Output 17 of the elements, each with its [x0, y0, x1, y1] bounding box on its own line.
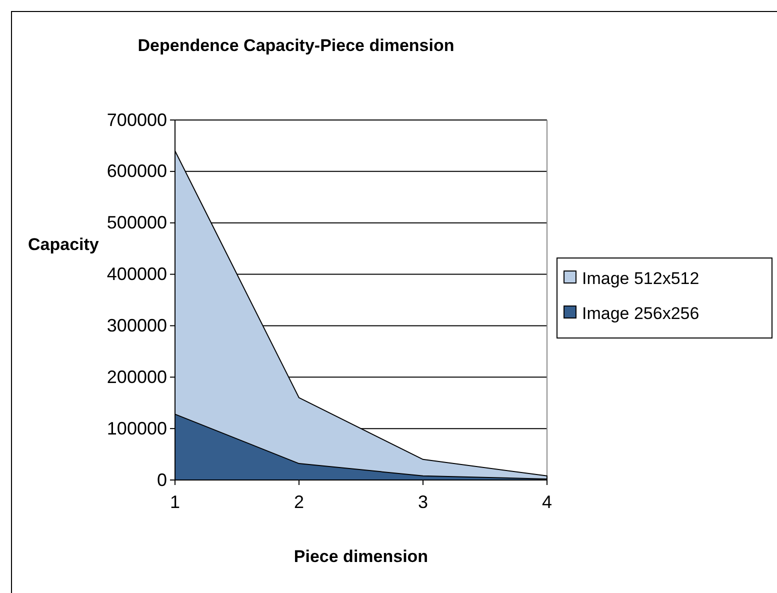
y-tick-label: 100000 [106, 418, 167, 438]
x-axis-title: Piece dimension [294, 547, 428, 566]
y-tick-label: 0 [156, 470, 167, 490]
y-tick-label: 300000 [106, 315, 167, 336]
chart-title: Dependence Capacity-Piece dimension [138, 36, 454, 55]
y-axis-title: Capacity [28, 235, 100, 254]
y-tick-label: 200000 [106, 366, 167, 387]
x-tick-label: 2 [294, 492, 304, 512]
legend-label: Image 512x512 [582, 269, 700, 288]
y-tick-label: 600000 [106, 161, 167, 182]
y-tick-label: 700000 [106, 110, 167, 130]
x-tick-label: 3 [418, 492, 428, 512]
y-tick-label: 400000 [106, 264, 167, 284]
y-tick-label: 500000 [106, 212, 167, 233]
x-tick-label: 1 [170, 492, 180, 512]
legend-label: Image 256x256 [582, 304, 700, 323]
x-tick-label: 4 [542, 492, 552, 512]
